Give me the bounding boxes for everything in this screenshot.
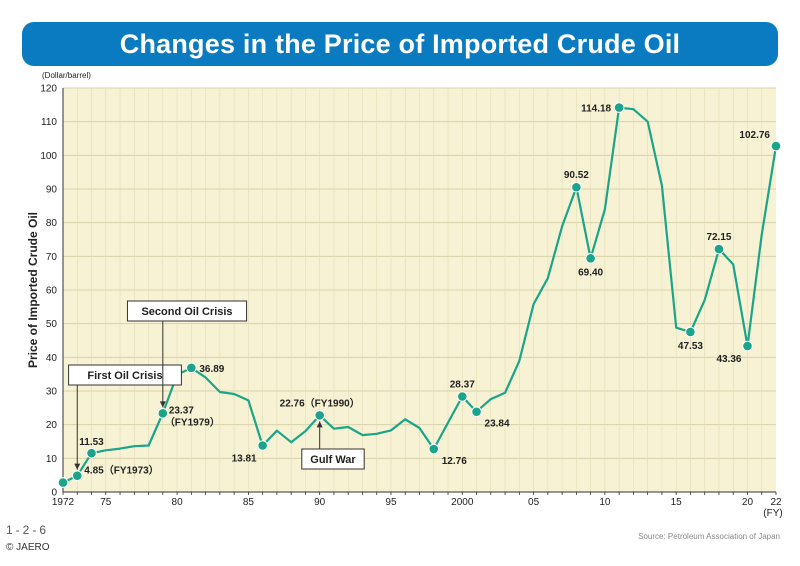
data-label: 4.85（FY1973） — [84, 464, 159, 477]
x-tick-label: 95 — [385, 497, 397, 508]
x-tick-label: 15 — [671, 497, 683, 508]
data-point — [742, 340, 753, 352]
y-unit-label: (Dollar/barrel) — [42, 71, 91, 80]
x-tick-label: 22 — [770, 497, 782, 508]
data-label: 43.36 — [716, 354, 741, 365]
y-tick-label: 80 — [46, 218, 58, 229]
data-point — [428, 443, 440, 455]
data-label: 23.37 — [169, 405, 194, 416]
gulf-war-arrow-head — [316, 421, 323, 428]
data-point — [613, 102, 625, 113]
x-tick-label: 80 — [172, 497, 184, 508]
x-tick-label: 05 — [528, 497, 540, 508]
data-point — [471, 406, 482, 418]
data-point — [71, 470, 83, 481]
data-point — [86, 447, 97, 459]
data-point — [585, 253, 596, 264]
data-point — [157, 408, 169, 419]
data-point — [456, 391, 468, 402]
y-tick-label: 110 — [41, 117, 57, 128]
data-label: 22.76（FY1990） — [280, 396, 360, 409]
data-point — [571, 181, 582, 193]
x-tick-label: 85 — [243, 497, 255, 508]
y-tick-label: 60 — [46, 286, 58, 297]
data-label: 72.15 — [706, 232, 731, 243]
data-point — [314, 410, 325, 421]
data-label: 13.81 — [232, 454, 257, 465]
figure-number: 1-2-6 — [6, 523, 50, 537]
y-tick-label: 50 — [46, 319, 58, 330]
data-label: 47.53 — [678, 341, 703, 352]
x-tick-label: 90 — [314, 497, 326, 508]
second-oil-crisis-box — [126, 300, 248, 322]
data-point — [770, 140, 782, 152]
y-tick-label: 90 — [46, 185, 58, 196]
y-axis-title: Price of Imported Crude Oil — [26, 212, 40, 368]
x-tick-label: 75 — [100, 497, 112, 508]
first-oil-crisis-arrow-head — [74, 463, 81, 470]
data-point — [713, 243, 725, 255]
data-label: 23.84 — [485, 419, 510, 430]
data-point — [186, 362, 197, 374]
data-point — [57, 477, 69, 488]
copyright-text: © JAERO — [6, 542, 50, 553]
data-label: 11.53 — [79, 437, 104, 448]
source-text: Source: Petroleum Association of Japan — [638, 532, 780, 541]
first-oil-crisis-label: First Oil Crisis — [87, 370, 162, 382]
y-tick-label: 120 — [40, 84, 57, 95]
y-tick-label: 40 — [46, 353, 58, 364]
data-label: 102.76 — [739, 130, 770, 141]
gulf-war-label: Gulf War — [310, 454, 356, 466]
y-tick-label: 20 — [46, 420, 58, 431]
chart-title: Changes in the Price of Imported Crude O… — [119, 28, 681, 59]
data-label: 114.18 — [581, 104, 611, 115]
second-oil-crisis-arrow-head — [159, 401, 166, 408]
data-label: 12.76 — [442, 456, 467, 467]
data-label: （FY1979） — [165, 415, 220, 428]
first-oil-crisis-box — [68, 364, 182, 386]
x-tick-label: 1972 — [52, 497, 75, 508]
y-tick-label: 100 — [40, 151, 57, 162]
data-label: 28.37 — [450, 379, 475, 390]
x-unit-label: (FY) — [763, 508, 782, 519]
data-point — [257, 440, 268, 451]
y-tick-label: 70 — [46, 252, 58, 263]
x-tick-label: 20 — [742, 497, 754, 508]
y-tick-label: 10 — [46, 454, 58, 465]
x-tick-label: 10 — [599, 497, 611, 508]
data-point — [685, 326, 696, 338]
second-oil-crisis-label: Second Oil Crisis — [141, 306, 232, 318]
data-label: 69.40 — [578, 267, 603, 278]
data-label: 90.52 — [564, 170, 589, 181]
data-label: 36.89 — [199, 364, 224, 375]
title-banner: Changes in the Price of Imported Crude O… — [22, 22, 778, 66]
x-tick-label: 2000 — [451, 497, 474, 508]
y-tick-label: 0 — [51, 488, 57, 499]
gulf-war-box — [301, 448, 365, 470]
y-tick-label: 30 — [46, 387, 58, 398]
